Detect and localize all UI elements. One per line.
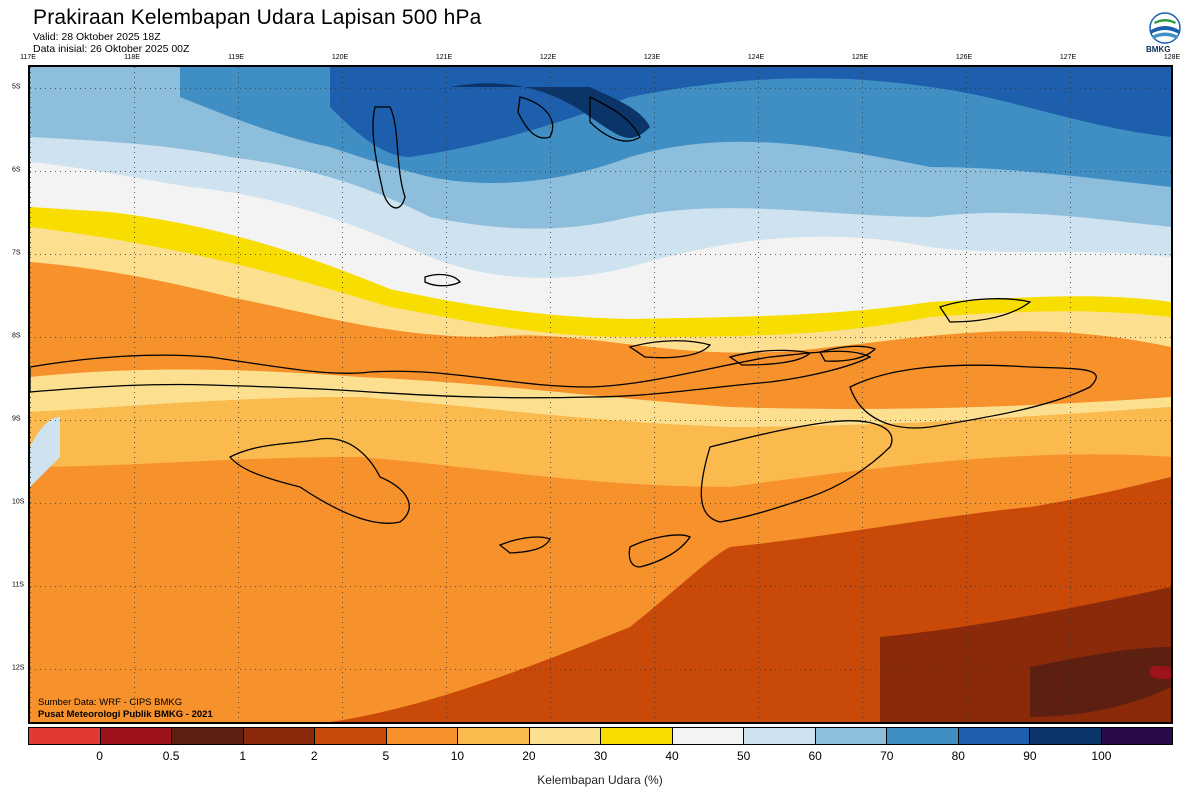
lon-label: 117E xyxy=(20,54,36,61)
colorbar-segment xyxy=(601,728,673,744)
bmkg-logo-icon xyxy=(1149,12,1181,44)
lon-label: 127E xyxy=(1059,54,1077,61)
lon-label: 119E xyxy=(228,54,244,61)
colorbar-segment xyxy=(29,728,101,744)
colorbar-segment xyxy=(958,728,1030,744)
publisher: Pusat Meteorologi Publik BMKG - 2021 xyxy=(38,709,213,720)
humidity-map xyxy=(28,65,1173,724)
colorbar-tick: 50 xyxy=(736,749,751,763)
lat-label: 6S xyxy=(12,166,21,174)
lat-label: 7S xyxy=(12,249,21,257)
valid-time: Valid: 28 Oktober 2025 18Z xyxy=(33,31,161,43)
colorbar-tick: 0.5 xyxy=(162,749,180,763)
lon-label: 118E xyxy=(124,54,140,61)
colorbar-segment xyxy=(386,728,458,744)
lat-label: 10S xyxy=(12,498,25,506)
colorbar-tick: 10 xyxy=(450,749,465,763)
lat-label: 5S xyxy=(12,83,21,91)
colorbar-segment xyxy=(887,728,959,744)
humidity-field xyxy=(30,67,1171,722)
colorbar-segment xyxy=(1101,728,1172,744)
colorbar-segment xyxy=(744,728,816,744)
colorbar-tick: 40 xyxy=(665,749,679,763)
colorbar-segment xyxy=(172,728,244,744)
colorbar-tick: 0 xyxy=(96,749,103,763)
data-source: Sumber Data: WRF - CIPS BMKG xyxy=(38,697,183,708)
colorbar-tick: 80 xyxy=(951,749,965,763)
colorbar-segment xyxy=(529,728,601,744)
lat-label: 9S xyxy=(12,415,21,423)
colorbar-tick: 1 xyxy=(239,749,247,763)
colorbar-segment xyxy=(243,728,315,744)
colorbar-segment xyxy=(672,728,744,744)
colorbar-segment xyxy=(100,728,172,744)
colorbar-tick: 2 xyxy=(310,749,318,763)
colorbar-segment xyxy=(815,728,887,744)
lon-label: 128E xyxy=(1163,54,1181,61)
colorbar-tick: 100 xyxy=(1091,749,1112,763)
logo-text: BMKG xyxy=(1146,45,1171,54)
map-title: Prakiraan Kelembapan Udara Lapisan 500 h… xyxy=(33,6,482,29)
lat-label: 8S xyxy=(12,332,21,340)
lat-label: 11S xyxy=(12,581,24,589)
colorbar-segment xyxy=(315,728,387,744)
lon-label: 120E xyxy=(331,54,349,61)
init-time: Data inisial: 26 Oktober 2025 00Z xyxy=(33,43,190,55)
lon-label: 124E xyxy=(747,54,765,61)
colorbar-segment xyxy=(458,728,530,744)
lat-label: 12S xyxy=(12,664,25,672)
colorbar-tick: 90 xyxy=(1023,749,1037,763)
colorbar xyxy=(28,727,1173,745)
lon-label: 125E xyxy=(851,54,869,61)
colorbar-segment xyxy=(1030,728,1102,744)
colorbar-tick: 5 xyxy=(382,749,390,763)
colorbar-tick: 20 xyxy=(522,749,536,763)
lon-label: 123E xyxy=(643,54,661,61)
colorbar-tick: 70 xyxy=(880,749,894,763)
lon-label: 121E xyxy=(435,54,453,61)
colorbar-label: Kelembapan Udara (%) xyxy=(537,773,663,787)
colorbar-tick: 60 xyxy=(808,749,822,763)
lon-label: 126E xyxy=(955,54,973,61)
colorbar-tick: 30 xyxy=(593,749,608,763)
lon-label: 122E xyxy=(539,54,557,61)
